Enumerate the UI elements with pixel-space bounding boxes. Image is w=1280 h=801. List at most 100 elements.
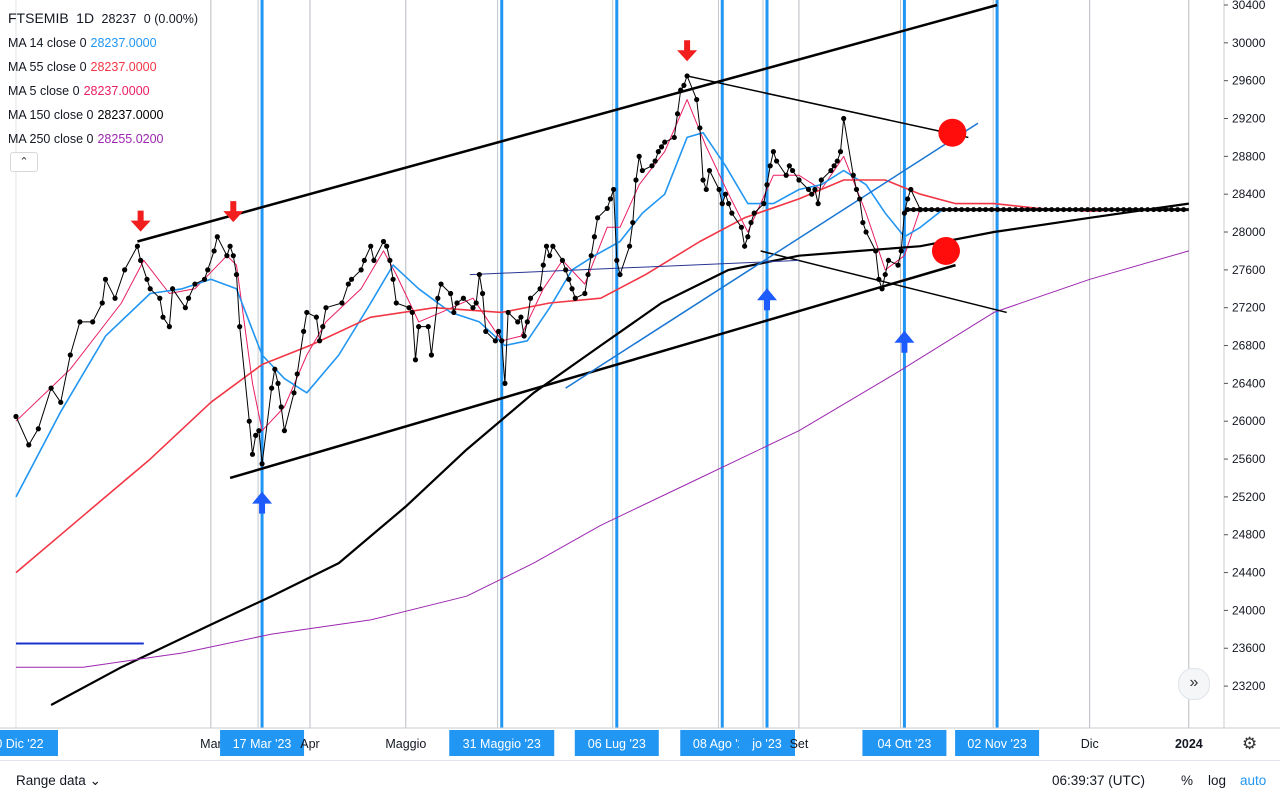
price-point bbox=[122, 267, 128, 273]
price-point bbox=[863, 229, 869, 235]
price-point bbox=[416, 324, 422, 330]
price-point bbox=[348, 276, 355, 282]
settings-gear-icon[interactable]: ⚙ bbox=[1242, 734, 1258, 753]
indicator-label: MA 55 close 0 bbox=[8, 60, 87, 74]
indicator-value: 28237.0000 bbox=[97, 108, 164, 122]
x-tick-label: 2024 bbox=[1175, 737, 1203, 751]
price-point bbox=[390, 276, 396, 282]
log-scale-button[interactable]: log bbox=[1208, 773, 1227, 788]
scroll-to-latest-button[interactable]: » bbox=[1178, 668, 1210, 700]
price-point bbox=[662, 139, 668, 145]
level-dot bbox=[995, 207, 1001, 213]
price-point bbox=[837, 149, 844, 155]
level-dot bbox=[1163, 207, 1169, 213]
percent-scale-button[interactable]: % bbox=[1181, 773, 1194, 788]
level-dot bbox=[1157, 207, 1163, 213]
price-point bbox=[831, 163, 837, 169]
x-tick-label: Set bbox=[790, 737, 809, 751]
x-tick-label: 04 Ott '23 bbox=[878, 737, 932, 751]
level-dot bbox=[953, 207, 959, 213]
level-dot bbox=[1127, 207, 1133, 213]
level-dot bbox=[1181, 207, 1187, 213]
date-label-badge bbox=[449, 730, 555, 756]
price-point bbox=[703, 186, 709, 193]
trendline bbox=[229, 263, 956, 480]
price-chart[interactable]: 23200 23600 24000 24400 24800 25200 25600 26000… bbox=[0, 0, 1280, 760]
indicator-label: MA 250 close 0 bbox=[8, 132, 94, 146]
y-tick-label: 27600 bbox=[1232, 263, 1266, 277]
price-point bbox=[626, 243, 633, 249]
interval-label[interactable]: 1D bbox=[76, 10, 95, 26]
price-point bbox=[882, 271, 888, 278]
price-point bbox=[716, 186, 722, 193]
level-dot bbox=[923, 207, 929, 213]
price-point bbox=[521, 333, 527, 339]
price-point bbox=[90, 319, 96, 325]
price-point bbox=[339, 300, 345, 306]
indicator-value: 28237.0000 bbox=[90, 60, 157, 74]
level-dot bbox=[959, 207, 965, 213]
level-dot bbox=[1061, 207, 1067, 213]
price-point bbox=[786, 163, 792, 169]
indicator-row[interactable]: MA 55 close 0 28237.0000 bbox=[8, 55, 202, 79]
level-dot bbox=[971, 207, 977, 213]
symbol-name[interactable]: FTSEMIB bbox=[8, 10, 69, 26]
auto-scale-button[interactable]: auto bbox=[1240, 773, 1267, 788]
price-point bbox=[726, 201, 732, 207]
level-dot bbox=[1151, 207, 1157, 213]
price-point bbox=[259, 461, 265, 467]
price-point bbox=[368, 243, 374, 249]
level-dot bbox=[1079, 207, 1085, 213]
price-point bbox=[738, 224, 745, 230]
price-point bbox=[722, 191, 729, 197]
indicator-value: 28237.0000 bbox=[83, 84, 150, 98]
price-point bbox=[748, 219, 754, 226]
price-point bbox=[681, 82, 687, 89]
level-dot bbox=[911, 207, 917, 213]
price-point bbox=[566, 276, 572, 282]
date-label-badge bbox=[574, 730, 659, 756]
price-point bbox=[438, 281, 444, 287]
price-point bbox=[253, 432, 259, 439]
indicator-row[interactable]: MA 5 close 0 28237.0000 bbox=[8, 79, 202, 103]
price-point bbox=[559, 257, 566, 264]
price-point bbox=[547, 253, 553, 259]
price-point bbox=[256, 428, 262, 434]
price-point bbox=[610, 186, 617, 193]
blue-up-arrow-icon bbox=[894, 330, 915, 353]
indicator-row[interactable]: MA 14 close 0 28237.0000 bbox=[8, 31, 202, 55]
level-dot bbox=[1091, 207, 1097, 213]
price-point bbox=[448, 290, 454, 297]
level-dot bbox=[1019, 207, 1025, 213]
price-point bbox=[563, 267, 569, 273]
trendline bbox=[686, 75, 969, 139]
level-dot bbox=[1121, 207, 1127, 213]
price-point bbox=[582, 290, 588, 297]
range-button[interactable]: Range data ⌄ bbox=[16, 773, 101, 789]
price-point bbox=[585, 271, 591, 278]
price-point bbox=[515, 319, 521, 325]
ma-line-ma-150 bbox=[50, 202, 1189, 706]
level-dot bbox=[917, 207, 923, 213]
collapse-legend-button[interactable]: ⌃ bbox=[10, 152, 38, 172]
price-point bbox=[454, 300, 460, 306]
indicator-row[interactable]: MA 150 close 0 28237.0000 bbox=[8, 103, 202, 127]
level-dot bbox=[1169, 207, 1175, 213]
y-tick-label: 26400 bbox=[1232, 376, 1266, 390]
indicator-row[interactable]: MA 250 close 0 28255.0200 bbox=[8, 127, 202, 151]
x-tick-label: Maggio bbox=[385, 737, 426, 751]
price-point bbox=[294, 371, 300, 377]
indicator-value: 28255.0200 bbox=[97, 132, 164, 146]
level-dot bbox=[1031, 207, 1037, 213]
legend: FTSEMIB 1D 28237 0 (0.00%) MA 14 close 0… bbox=[8, 6, 202, 151]
price-point bbox=[406, 305, 412, 311]
price-point bbox=[876, 276, 882, 282]
price-point bbox=[138, 257, 144, 264]
price-point bbox=[269, 385, 275, 391]
price-point bbox=[591, 234, 598, 240]
price-point bbox=[473, 300, 479, 306]
y-tick-label: 29600 bbox=[1232, 74, 1266, 88]
y-tick-label: 24400 bbox=[1232, 566, 1266, 580]
price-point bbox=[35, 426, 41, 432]
